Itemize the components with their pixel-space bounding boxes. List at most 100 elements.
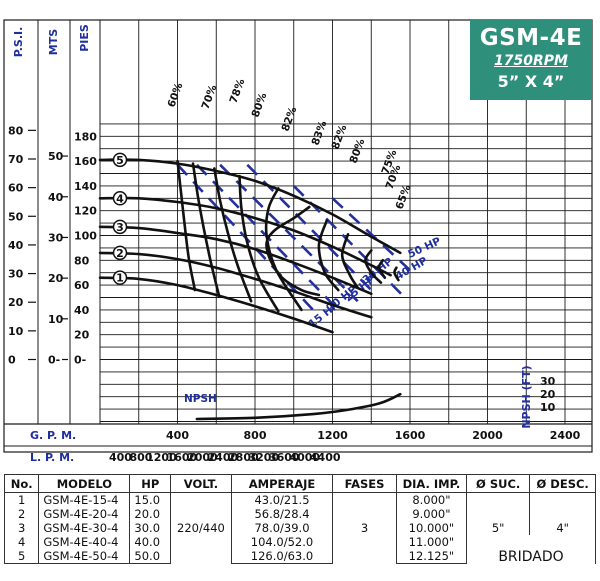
curve-number-label: 5 — [116, 154, 124, 167]
pies-tick-label: 80 — [74, 254, 90, 267]
mts-axis-label: MTS — [47, 29, 60, 55]
cell-no: 1 — [3, 492, 40, 507]
table-row: 2 GSM-4E-20-4 20.0 56.8/28.4 9.000" — [3, 507, 596, 521]
cell-dia: 11.000" — [395, 535, 468, 549]
efficiency-label: 78% — [228, 77, 248, 105]
efficiency-curve — [264, 187, 303, 312]
efficiency-curve — [238, 174, 280, 313]
npsh-tick-label: 20 — [540, 388, 556, 401]
model-name: GSM-4E — [479, 25, 583, 51]
cell-suc: 5" — [465, 492, 531, 535]
pies-tick-label: 160 — [74, 155, 97, 168]
psi-tick-label: 40 — [8, 239, 24, 252]
col-header-modelo: MODELO — [38, 474, 131, 493]
psi-tick-label: 60 — [8, 182, 24, 195]
col-header-desc: Ø DESC. — [529, 474, 596, 493]
mts-tick-label: 20 — [48, 272, 64, 285]
size-label: 5” X 4” — [497, 72, 565, 91]
npsh-axis-label: NPSH (FT) — [520, 365, 533, 428]
cell-modelo: GSM-4E-40-4 — [38, 535, 131, 549]
curve-number-label: 3 — [116, 221, 124, 234]
col-header-no: No. — [3, 474, 40, 493]
npsh-tick-label: 30 — [540, 375, 556, 388]
mts-tick-label: 40 — [48, 191, 64, 204]
gpm-tick-label: 1600 — [395, 429, 426, 442]
lpm-tick-label: 3600 — [269, 451, 300, 464]
cell-amp: 78.0/39.0 — [230, 521, 334, 535]
psi-tick-label: 50 — [8, 210, 24, 223]
table-row: 5 GSM-4E-50-4 50.0 126.0/63.0 12.125" — [3, 549, 596, 564]
cell-desc: 4" — [529, 492, 596, 535]
pies-tick-label: 120 — [74, 205, 97, 218]
npsh-curve-label: NPSH — [184, 393, 217, 405]
efficiency-curve — [176, 159, 197, 292]
cell-amp: 56.8/28.4 — [230, 507, 334, 521]
head-curve — [98, 251, 373, 319]
curve-number-label: 1 — [116, 272, 124, 285]
lpm-tick-label: 1200 — [146, 451, 177, 464]
psi-tick-label: 80 — [8, 124, 24, 137]
efficiency-label: 82% — [280, 105, 300, 133]
psi-tick-label: 20 — [8, 296, 24, 309]
pies-tick-label: 100 — [74, 230, 97, 243]
curve-number-marker — [112, 270, 128, 285]
pies-tick-label: 40 — [74, 304, 90, 317]
lpm-tick-label: 3200 — [248, 451, 279, 464]
lpm-tick-label: 400 — [109, 451, 132, 464]
npsh-curve — [195, 392, 402, 421]
head-curve — [98, 158, 402, 255]
curve-number-label: 2 — [116, 247, 124, 260]
lpm-tick-label: 800 — [129, 451, 152, 464]
rpm-label: 1750RPM — [494, 53, 568, 69]
col-header-amperaje: AMPERAJE — [230, 474, 334, 493]
curve-number-marker — [112, 152, 128, 168]
cell-hp: 15.0 — [129, 492, 172, 507]
lpm-tick-label: 4000 — [289, 451, 320, 464]
cell-amp: 104.0/52.0 — [230, 535, 334, 549]
spec-table: No. MODELO HP VOLT. AMPERAJE FASES DIA. … — [3, 474, 596, 564]
cell-hp: 30.0 — [129, 521, 172, 535]
mts-tick-label: 0- — [48, 354, 60, 367]
pies-tick-label: 20 — [74, 329, 90, 342]
efficiency-curve — [340, 233, 359, 289]
bottom-axes: G. P. M.L. P. M.400 800 1200 1600 2000 240040… — [30, 429, 581, 464]
psi-axis-label: P.S.I. — [12, 27, 25, 58]
efficiency-label: 65% — [394, 183, 414, 211]
efficiency-curve — [191, 162, 221, 298]
lpm-tick-label: 4400 — [310, 451, 341, 464]
cell-dia: 8.000" — [395, 492, 468, 507]
efficiency-curve — [265, 205, 321, 297]
table-row: 4 GSM-4E-40-4 40.0 104.0/52.0 11.000" BR… — [3, 535, 596, 564]
cell-no: 3 — [3, 521, 40, 535]
curve-number-marker — [112, 219, 128, 235]
table-row: 1 GSM-4E-15-4 15.0 220/440 43.0/21.5 3 8… — [3, 492, 596, 564]
gpm-tick-label: 2400 — [550, 429, 581, 442]
efficiency-curve — [213, 167, 253, 303]
cell-bridado: BRIDADO — [466, 535, 596, 564]
model-title-box: GSM-4E 1750RPM 5” X 4” — [470, 20, 592, 100]
cell-hp: 20.0 — [129, 507, 172, 521]
psi-tick-label: 70 — [8, 153, 24, 166]
head-curve — [98, 196, 392, 277]
pies-tick-label: 0- — [74, 354, 86, 367]
pies-axis-label: PIES — [78, 24, 91, 52]
col-header-suc: Ø SUC. — [465, 474, 531, 493]
cell-hp: 50.0 — [129, 549, 172, 564]
psi-tick-label: 10 — [8, 325, 24, 338]
cell-dia: 10.000" — [395, 521, 468, 535]
cell-fases: 3 — [332, 492, 397, 564]
lpm-tick-label: 2400 — [208, 451, 239, 464]
curve-number-marker — [112, 191, 128, 206]
cell-no: 2 — [3, 507, 40, 521]
cell-dia: 9.000" — [395, 507, 468, 521]
cell-modelo: GSM-4E-50-4 — [38, 549, 131, 564]
col-header-dia: DIA. IMP. — [395, 474, 468, 493]
gpm-tick-label: 800 — [244, 429, 267, 442]
pies-tick-label: 140 — [74, 180, 97, 193]
gpm-tick-label: 400 — [166, 429, 189, 442]
lpm-tick-label: 1600 — [167, 451, 198, 464]
efficiency-curve — [317, 219, 340, 292]
lpm-tick-label: 2000 — [187, 451, 218, 464]
curve-number-marker — [112, 245, 128, 261]
cell-dia: 12.125" — [395, 549, 468, 564]
